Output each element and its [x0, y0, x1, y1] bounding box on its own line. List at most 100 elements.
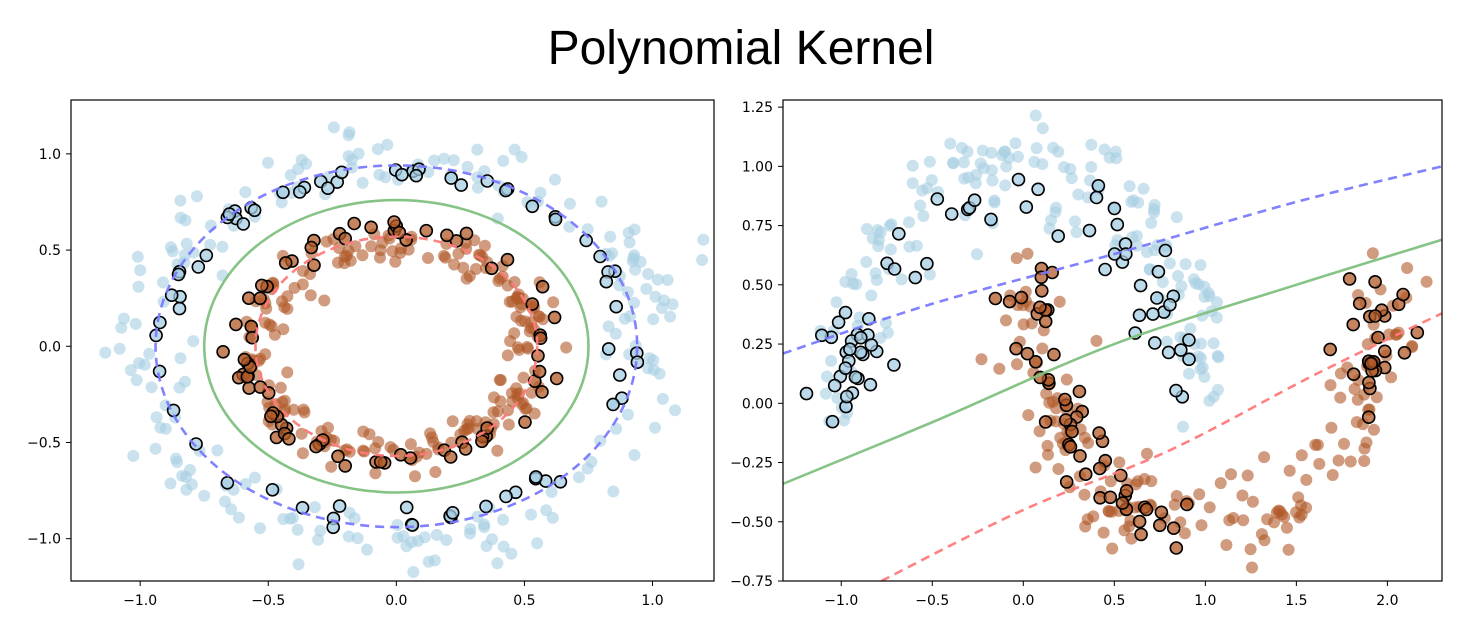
data-point [154, 421, 167, 434]
support-vector-point [326, 520, 341, 535]
data-point [1420, 275, 1433, 288]
support-vector-point [606, 397, 620, 412]
data-point [1065, 172, 1078, 185]
support-vector-point [236, 217, 251, 231]
support-vector-point [1072, 384, 1087, 399]
data-point [653, 367, 666, 380]
data-point [1011, 358, 1023, 371]
support-vector-point [1182, 352, 1196, 367]
support-vector-point [1151, 264, 1166, 279]
data-point [1283, 464, 1296, 477]
data-point [1183, 367, 1195, 380]
data-point [447, 154, 460, 167]
support-vector-point [1368, 309, 1382, 323]
data-point [262, 156, 274, 169]
data-point [461, 160, 474, 173]
data-point [1292, 491, 1305, 504]
support-vector-point [967, 193, 982, 207]
data-point [277, 513, 290, 525]
data-point [1050, 402, 1063, 415]
support-vector-point [1033, 300, 1047, 315]
moons-ytick-label: 1.25 [742, 100, 773, 116]
data-point [610, 422, 623, 435]
data-point [1338, 437, 1350, 450]
data-point [508, 143, 521, 156]
data-point [438, 152, 450, 165]
circles-xtick-label: 1.0 [641, 593, 663, 609]
support-vector-point [484, 261, 499, 276]
data-point [138, 358, 151, 371]
moons-ytick-label: −0.25 [730, 456, 773, 472]
support-vector-point [1158, 243, 1173, 258]
data-point [505, 547, 518, 560]
support-vector-point [518, 415, 532, 429]
support-vector-point [1115, 496, 1130, 510]
support-vector-point [264, 409, 278, 424]
data-point [1125, 532, 1138, 545]
data-point [281, 366, 294, 379]
data-point [130, 374, 143, 387]
data-point [288, 281, 301, 294]
data-point [1130, 229, 1143, 242]
data-point [1236, 489, 1249, 502]
data-point [1072, 188, 1085, 201]
support-vector-point [1169, 541, 1184, 555]
support-vector-point [1051, 229, 1065, 243]
data-point [975, 353, 988, 366]
data-point [1225, 468, 1237, 481]
data-point [352, 147, 365, 160]
data-point [1194, 363, 1207, 376]
data-point [860, 256, 873, 268]
support-vector-point [863, 377, 878, 392]
data-point [407, 566, 420, 578]
support-vector-point [944, 207, 959, 221]
data-point [132, 280, 145, 293]
support-vector-point [1035, 283, 1049, 298]
support-vector-point [309, 439, 323, 454]
support-vector-point [1166, 521, 1181, 536]
data-point [327, 121, 340, 134]
support-vector-point [220, 475, 235, 490]
data-point [491, 444, 504, 457]
data-point [1172, 270, 1184, 282]
data-point [628, 296, 640, 309]
circles-series-0 [99, 121, 710, 578]
support-vector-point [1119, 483, 1134, 498]
data-point [986, 174, 999, 187]
data-point [971, 248, 983, 261]
data-point [626, 255, 639, 268]
data-point [404, 438, 417, 451]
support-vector-point [887, 262, 902, 276]
data-point [248, 471, 261, 484]
data-point [428, 154, 441, 167]
support-vector-point [1163, 297, 1177, 312]
data-point [198, 489, 211, 502]
data-point [1194, 259, 1207, 272]
moons-ytick-label: 0.50 [742, 278, 773, 294]
data-point [376, 236, 389, 249]
data-point [821, 370, 833, 383]
data-point [1123, 180, 1136, 193]
data-point [903, 240, 916, 253]
data-point [1106, 542, 1119, 555]
data-point [519, 402, 532, 415]
support-vector-point [373, 454, 388, 469]
data-point [1000, 160, 1013, 173]
support-vector-point [278, 256, 293, 270]
data-point [328, 434, 341, 447]
data-point [547, 296, 560, 309]
data-point [425, 431, 438, 444]
data-point [1210, 311, 1223, 324]
data-point [1097, 526, 1110, 539]
data-point [1401, 262, 1414, 274]
data-point [1258, 534, 1271, 547]
data-point [977, 162, 990, 175]
support-vector-point [1362, 375, 1376, 390]
support-vector-point [216, 344, 230, 359]
data-point [1113, 456, 1126, 469]
data-point [174, 352, 187, 365]
data-point [1325, 421, 1338, 434]
support-vector-point [891, 227, 906, 241]
data-point [124, 364, 137, 377]
